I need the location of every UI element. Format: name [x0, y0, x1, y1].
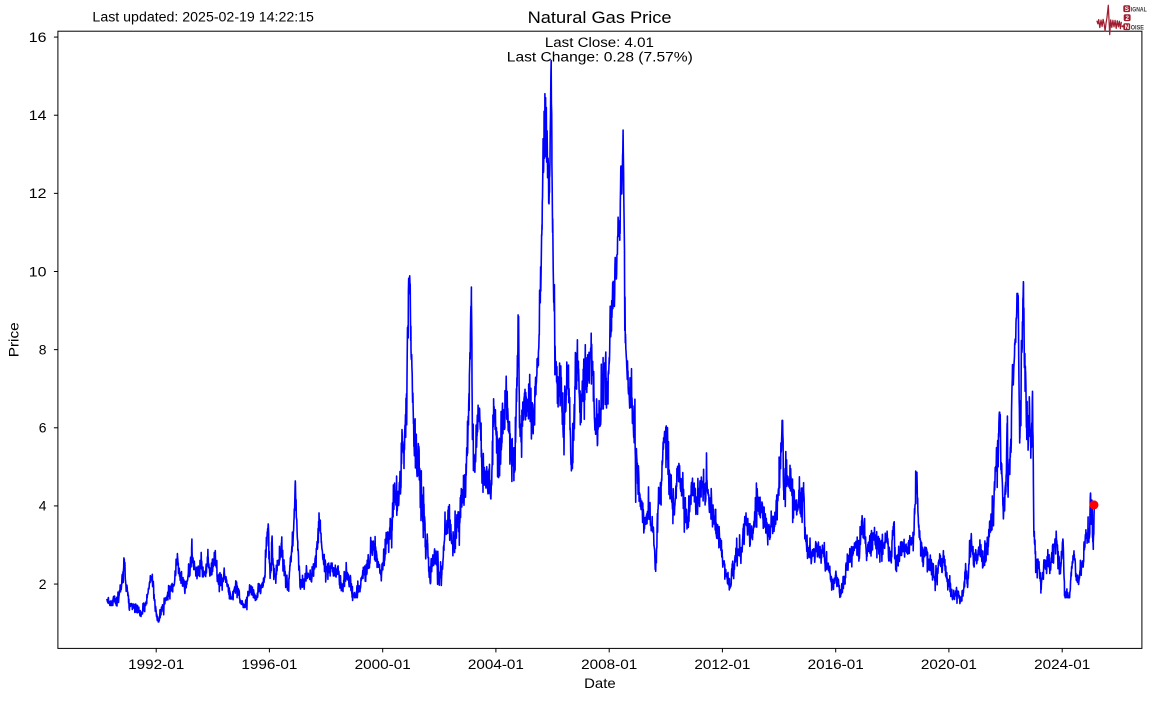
- svg-text:14: 14: [29, 107, 47, 123]
- svg-text:OISE: OISE: [1131, 24, 1145, 31]
- svg-text:2: 2: [39, 576, 47, 592]
- svg-text:2004-01: 2004-01: [468, 656, 524, 672]
- svg-text:2012-01: 2012-01: [694, 656, 750, 672]
- svg-text:N: N: [1125, 24, 1130, 31]
- svg-text:6: 6: [39, 420, 47, 436]
- svg-text:Date: Date: [584, 675, 616, 691]
- svg-text:2016-01: 2016-01: [808, 656, 864, 672]
- svg-text:1992-01: 1992-01: [128, 656, 184, 672]
- svg-text:Price: Price: [6, 322, 22, 357]
- svg-text:16: 16: [29, 29, 47, 45]
- svg-text:S: S: [1125, 6, 1129, 13]
- svg-text:2008-01: 2008-01: [581, 656, 637, 672]
- svg-text:8: 8: [39, 341, 47, 357]
- svg-text:IGNAL: IGNAL: [1131, 6, 1147, 13]
- svg-text:Last updated: 2025-02-19 14:22: Last updated: 2025-02-19 14:22:15: [92, 9, 314, 24]
- svg-text:2024-01: 2024-01: [1034, 656, 1090, 672]
- svg-text:2: 2: [1125, 15, 1129, 22]
- svg-text:1996-01: 1996-01: [241, 656, 297, 672]
- svg-text:Last Close: 4.01: Last Close: 4.01: [545, 35, 654, 50]
- svg-text:4: 4: [39, 498, 47, 514]
- svg-text:Last Change: 0.28 (7.57%): Last Change: 0.28 (7.57%): [507, 50, 693, 65]
- svg-text:10: 10: [29, 263, 47, 279]
- svg-text:2020-01: 2020-01: [921, 656, 977, 672]
- svg-text:Natural Gas Price: Natural Gas Price: [528, 8, 672, 27]
- svg-text:12: 12: [29, 185, 47, 201]
- svg-text:2000-01: 2000-01: [355, 656, 411, 672]
